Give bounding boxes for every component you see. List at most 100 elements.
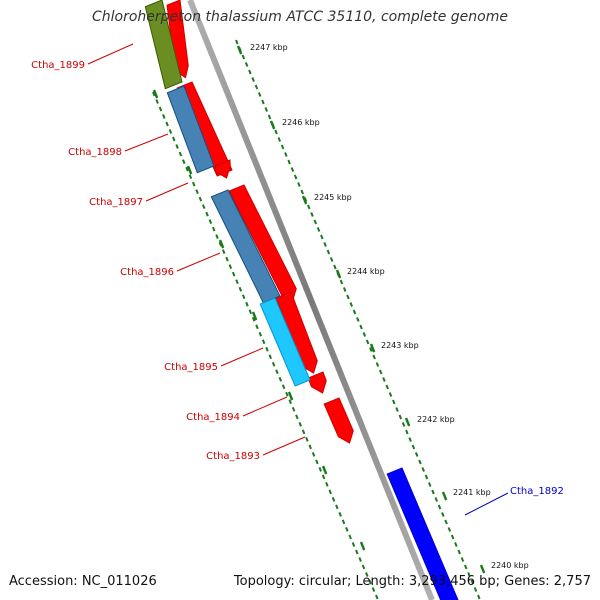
ruler-dot <box>335 504 339 510</box>
ruler-dot <box>228 264 233 270</box>
ruler-dot <box>441 512 445 517</box>
ruler-dot <box>158 106 163 112</box>
ruler-dot <box>192 181 196 187</box>
ruler-dot <box>231 271 236 277</box>
ruler-dot <box>351 542 356 547</box>
ruler-dot <box>165 121 169 127</box>
gene-label-ctha-1893[interactable]: Ctha_1893 <box>206 451 260 462</box>
ruler-dot <box>238 286 243 292</box>
ruler-dot <box>460 557 465 562</box>
ruler-major-tick <box>218 239 225 249</box>
page-title: Chloroherpeton thalassium ATCC 35110, co… <box>92 9 508 25</box>
ruler-dot <box>311 451 316 457</box>
ruler-major-tick <box>251 311 258 321</box>
ruler-dot <box>290 167 295 172</box>
gene-label-leader-line <box>220 347 264 367</box>
ruler-dot <box>301 429 306 435</box>
ruler-dot <box>313 219 318 225</box>
ruler-dot <box>278 376 283 382</box>
ruler-dot <box>375 362 380 367</box>
ruler-dot <box>300 189 304 195</box>
gene-label-ctha-1894[interactable]: Ctha_1894 <box>186 412 240 423</box>
gene-label-leader-line <box>145 182 189 202</box>
ruler-dot <box>316 227 321 232</box>
ruler-dot <box>431 489 435 495</box>
gene-block-ctha-1898-reverse <box>166 85 215 174</box>
gene-label-ctha-1897[interactable]: Ctha_1897 <box>89 197 143 208</box>
ruler-dot <box>477 594 481 600</box>
ruler-major-tick <box>404 417 411 427</box>
ruler-major-tick <box>269 120 276 130</box>
gene-block-ctha-1898-arrow <box>214 159 231 179</box>
ruler-dot <box>352 309 357 315</box>
gene-label-ctha-1896[interactable]: Ctha_1896 <box>120 267 174 278</box>
ruler-dot <box>371 587 376 592</box>
ruler-dot <box>408 437 412 442</box>
ruler-dot <box>305 436 309 442</box>
ruler-dot <box>257 92 262 97</box>
ruler-dot <box>215 234 219 240</box>
ruler-dot <box>258 331 263 337</box>
ruler-dot <box>152 91 156 97</box>
ruler-dot <box>155 99 159 104</box>
ruler-dot <box>188 174 193 179</box>
gene-label-ctha-1892[interactable]: Ctha_1892 <box>510 486 564 497</box>
ruler-dot <box>265 346 269 352</box>
ruler-dot <box>329 257 334 262</box>
ruler-major-tick <box>301 195 308 205</box>
ruler-dot <box>421 467 425 472</box>
ruler-dot <box>195 189 199 194</box>
ruler-dot <box>325 482 329 487</box>
ruler-dot <box>424 474 429 480</box>
ruler-dot <box>275 369 279 375</box>
ruler-tick-label: 2246 kbp <box>282 118 320 127</box>
ruler-dot <box>277 137 282 142</box>
ruler-major-tick <box>321 465 328 475</box>
ruler-dot <box>225 256 229 262</box>
ruler-dot <box>285 391 289 397</box>
ruler-dot <box>287 159 291 165</box>
ruler-dot <box>356 317 360 322</box>
ruler-dot <box>342 287 347 292</box>
ruler-major-tick <box>359 541 366 551</box>
ruler-dot <box>454 542 458 547</box>
gene-label-ctha-1898[interactable]: Ctha_1898 <box>68 147 122 158</box>
ruler-dot <box>248 69 252 75</box>
ruler-dot <box>244 62 249 67</box>
ruler-dot <box>341 519 346 525</box>
ruler-dot <box>315 459 319 465</box>
gene-label-leader-line <box>262 436 306 456</box>
gene-label-leader-line <box>242 396 288 417</box>
ruler-dot <box>355 549 359 555</box>
ruler-major-tick <box>287 391 294 401</box>
ruler-dot <box>375 594 379 600</box>
ruler-dot <box>291 406 296 412</box>
ruler-dot <box>182 159 186 164</box>
ruler-dot <box>241 294 246 300</box>
ruler-dot <box>298 421 302 427</box>
gene-label-ctha-1899[interactable]: Ctha_1899 <box>31 60 85 71</box>
ruler-dot <box>284 152 288 157</box>
gene-block-ctha-1899-reverse <box>144 0 183 90</box>
ruler-dot <box>382 377 386 382</box>
ruler-dot <box>331 497 336 502</box>
ruler-dot <box>444 519 448 525</box>
ruler-dot <box>346 294 350 300</box>
ruler-dot <box>293 174 298 180</box>
ruler-dot <box>211 226 216 232</box>
ruler-dot <box>395 407 399 412</box>
gene-label-leader-line <box>87 43 134 65</box>
ruler-dot <box>326 249 331 255</box>
ruler-dot <box>365 339 370 345</box>
accession-text: Accession: NC_011026 <box>9 574 157 589</box>
ruler-dot <box>414 452 419 457</box>
ruler-dot <box>251 77 255 82</box>
gene-block-ctha-1895-reverse <box>259 297 311 387</box>
ruler-dot <box>368 579 372 585</box>
gene-label-ctha-1895[interactable]: Ctha_1895 <box>164 362 218 373</box>
ruler-dot <box>345 527 349 532</box>
ruler-dot <box>274 129 278 135</box>
ruler-dot <box>185 166 189 172</box>
ruler-dot <box>338 512 342 517</box>
ruler-dot <box>447 527 452 532</box>
